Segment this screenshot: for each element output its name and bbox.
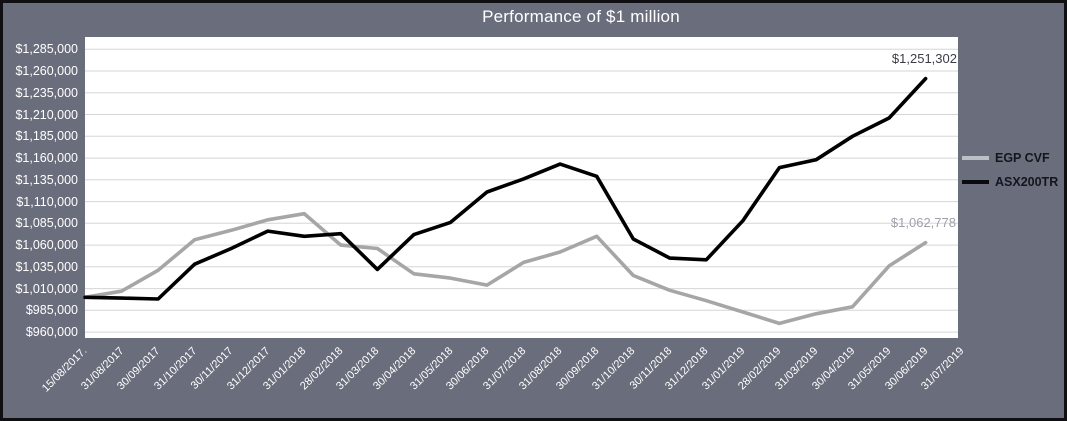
y-axis-label: $960,000 [25, 325, 78, 340]
y-axis-label: $1,110,000 [16, 194, 78, 209]
egp-cvf-line-swatch [962, 156, 989, 160]
legend: EGP CVF ASX200TR [962, 146, 1058, 194]
y-axis-label: $1,160,000 [15, 151, 78, 166]
legend-item-asx200tr: ASX200TR [962, 170, 1058, 194]
y-axis-label: $1,260,000 [15, 64, 78, 79]
plot-background [85, 37, 958, 338]
y-axis-label: $1,085,000 [15, 216, 78, 231]
legend-item-egp-cvf: EGP CVF [962, 146, 1058, 170]
asx200tr-line-swatch [962, 180, 989, 184]
y-axis-label: $1,235,000 [15, 85, 78, 100]
legend-label-egp-cvf: EGP CVF [995, 151, 1050, 165]
y-axis-label: $1,060,000 [15, 238, 78, 253]
y-axis-label: $1,210,000 [15, 107, 78, 122]
y-axis-label: $1,185,000 [15, 129, 78, 144]
asx200tr-line [83, 76, 928, 301]
egp-cvf-end-value-label: $1,062,778 [890, 215, 956, 230]
asx200tr-end-value-label: $1,251,302 [891, 51, 957, 66]
egp-cvf-line [83, 211, 928, 326]
chart-title: Performance of $1 million [482, 7, 680, 26]
y-axis-label: $1,035,000 [15, 259, 78, 274]
legend-label-asx200tr: ASX200TR [995, 175, 1059, 189]
y-axis-label: $1,285,000 [15, 42, 78, 57]
y-axis-label: $1,135,000 [15, 172, 78, 187]
y-axis-label: $985,000 [25, 303, 78, 318]
y-axis-label: $1,010,000 [15, 281, 78, 296]
